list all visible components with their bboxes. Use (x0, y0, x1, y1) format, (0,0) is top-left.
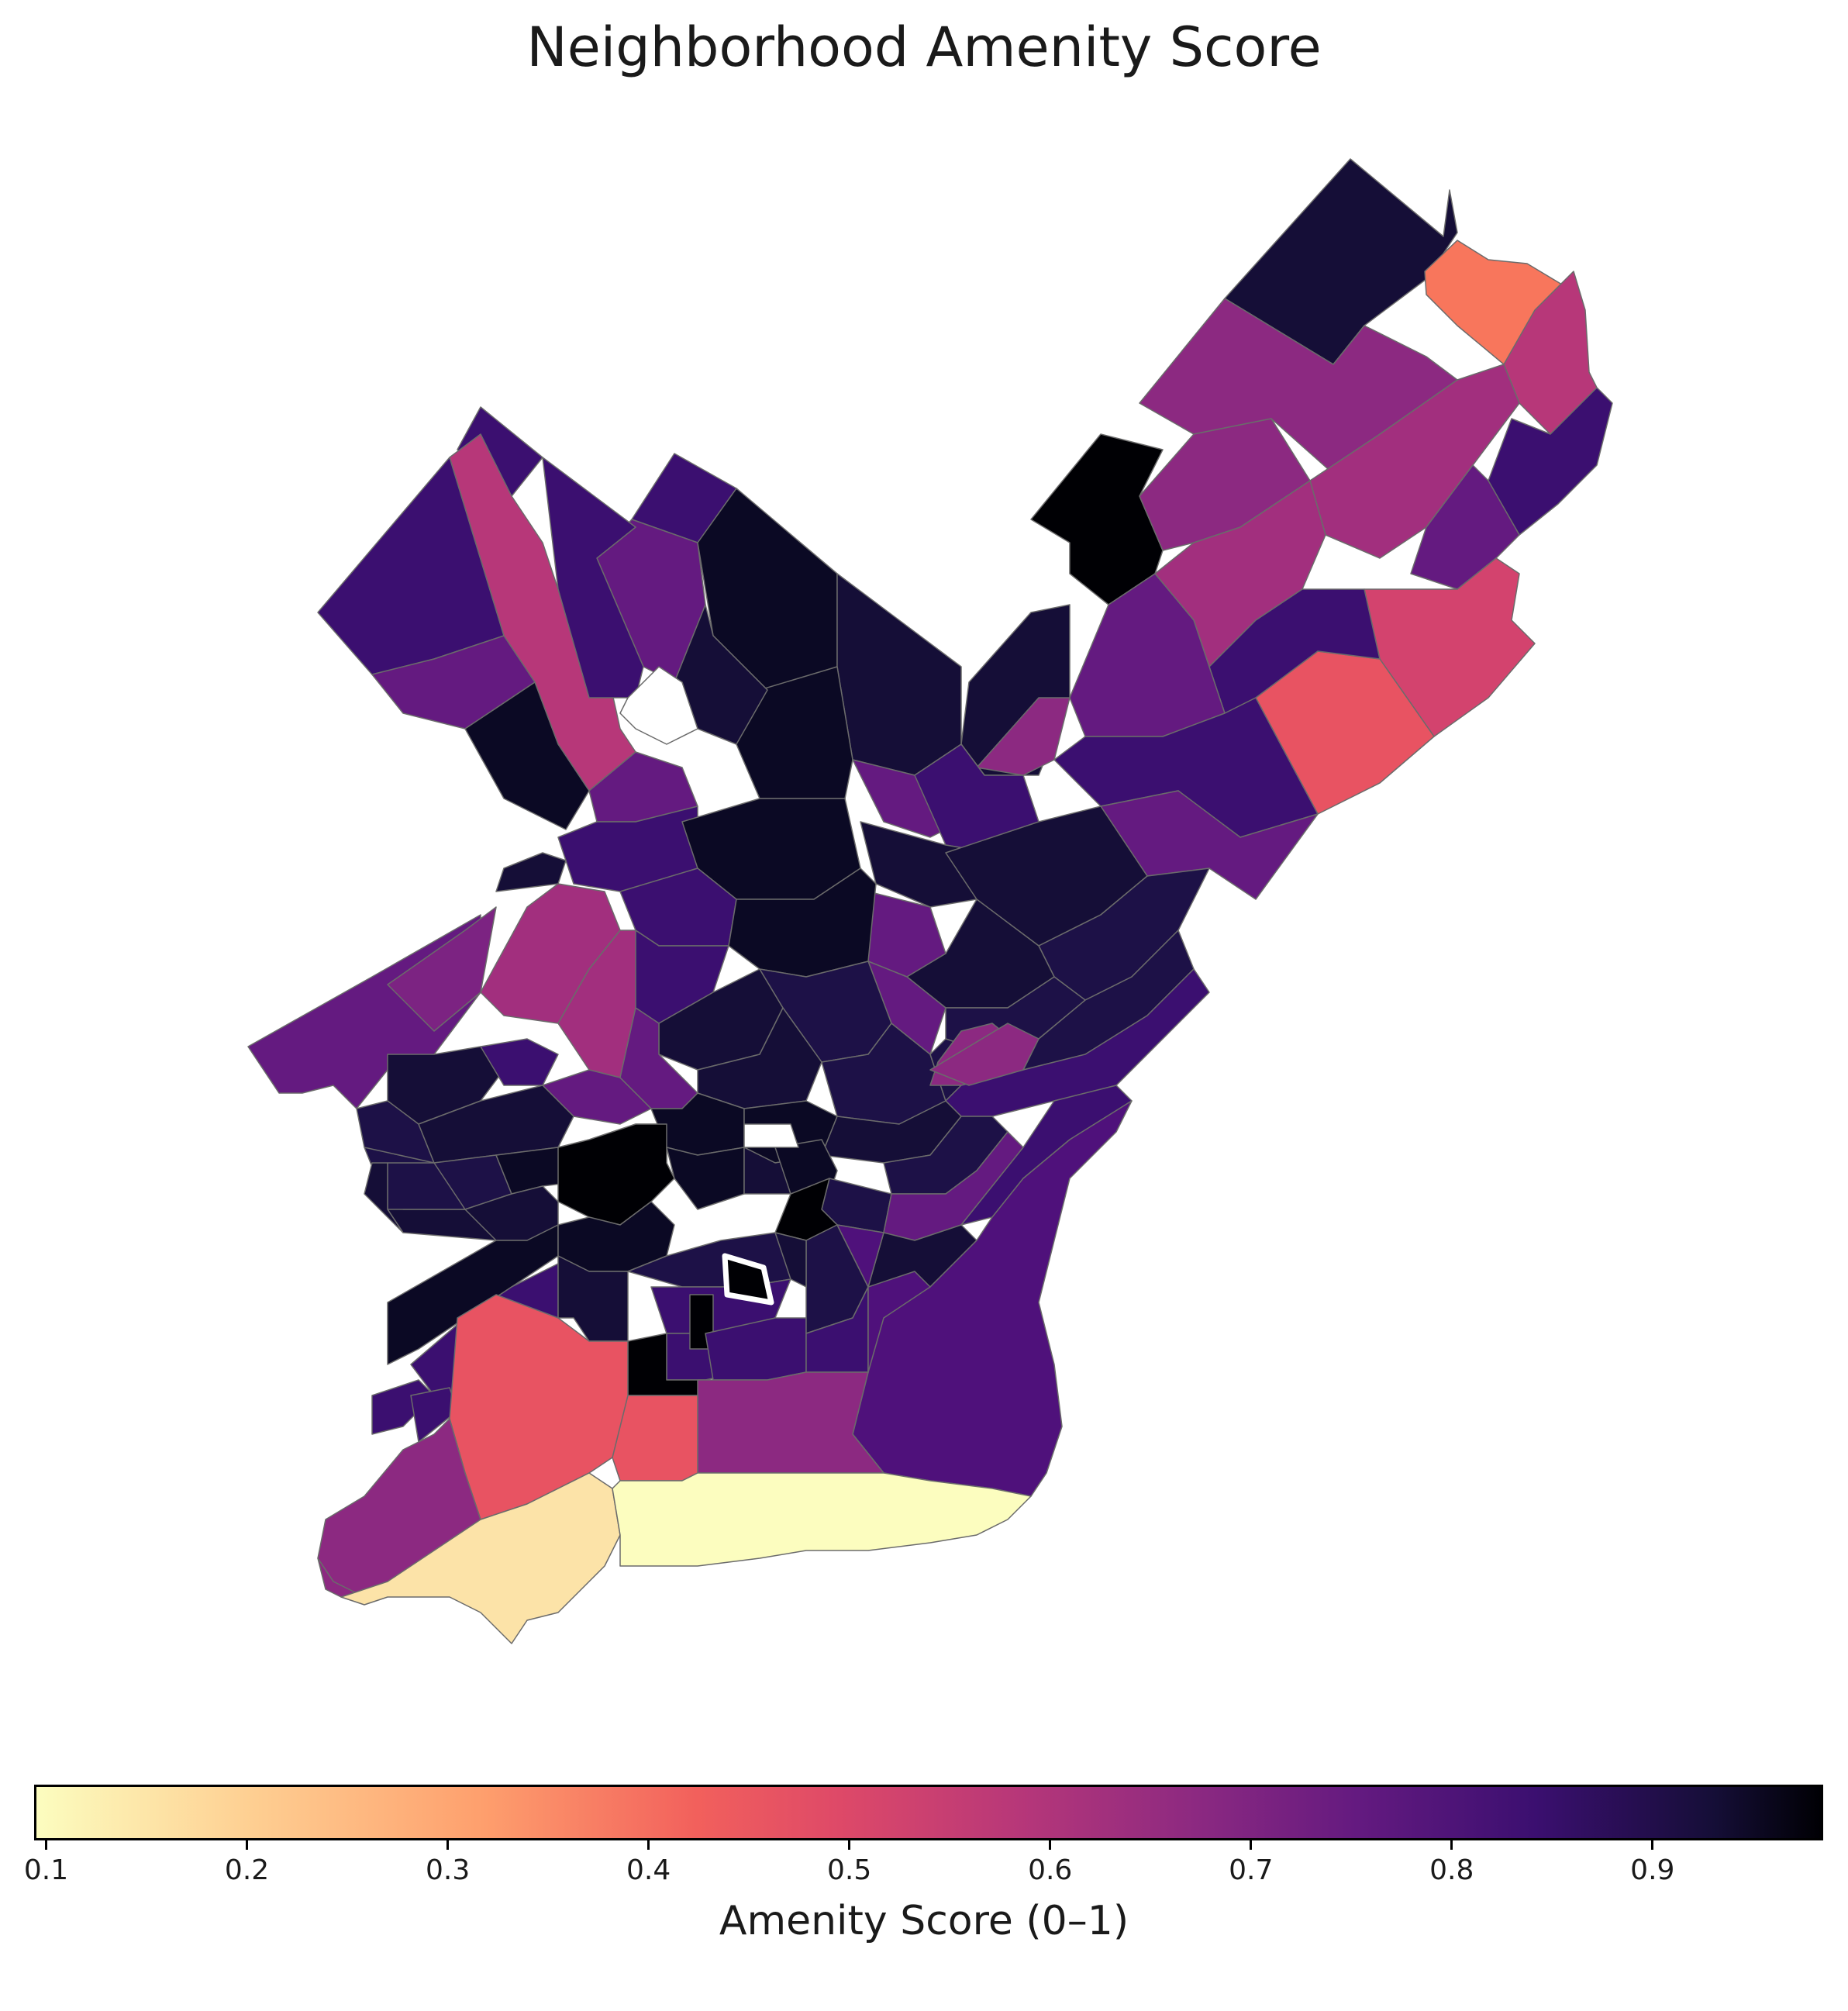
colorbar-tick-mark (1651, 1840, 1654, 1850)
region-hole-center (743, 1123, 799, 1148)
region-navy-yard (612, 1472, 1032, 1567)
region-n-purple-spot (976, 697, 1071, 776)
colorbar-tick-mark (1049, 1840, 1052, 1850)
colorbar-tick-mark (848, 1840, 851, 1850)
region-w-purple-c (480, 1038, 559, 1086)
colorbar-tick-label: 0.5 (827, 1854, 872, 1886)
colorbar-tick-mark (1450, 1840, 1453, 1850)
region-nw-arm-upper (542, 457, 644, 699)
colorbar-tick-label: 0.8 (1429, 1854, 1474, 1886)
map-title: Neighborhood Amenity Score (526, 16, 1322, 79)
region-w-purple-upper (387, 906, 497, 1032)
colorbar-tick-label: 0.3 (425, 1854, 471, 1886)
colorbar-tick-mark (446, 1840, 450, 1850)
colorbar-tick-mark (246, 1840, 249, 1850)
region-w-dark-i (364, 1162, 404, 1233)
region-cc-black-c (666, 1147, 745, 1210)
region-ne-mid-purple (1309, 364, 1520, 559)
region-s-dark-c (774, 1232, 807, 1288)
region-s-pink-a (697, 1371, 884, 1474)
colorbar-tick-label: 0.6 (1028, 1854, 1073, 1886)
colorbar (34, 1785, 1823, 1840)
colorbar-tick-mark (1250, 1840, 1253, 1850)
region-n-dark-b (836, 573, 962, 776)
colorbar-tick-label: 0.9 (1630, 1854, 1675, 1886)
region-hole-north (619, 666, 698, 745)
region-s-river-purple-b (867, 1271, 931, 1373)
colorbar-tick-label: 0.7 (1229, 1854, 1274, 1886)
region-black-block (1030, 433, 1164, 605)
colorbar-tick-mark (45, 1840, 48, 1850)
region-ne-inner-purple (1410, 464, 1520, 590)
region-w-dark-small (495, 852, 567, 892)
region-e-pink (929, 1023, 1040, 1086)
colorbar-tick-label: 0.4 (626, 1854, 671, 1886)
colorbar-tick-mark (647, 1840, 650, 1850)
colorbar-tick-label: 0.2 (224, 1854, 270, 1886)
region-airport (340, 1472, 621, 1644)
colorbar-label: Amenity Score (0–1) (719, 1898, 1129, 1944)
colorbar-tick-label: 0.1 (23, 1854, 69, 1886)
highlighted-neighborhood (722, 1253, 774, 1306)
